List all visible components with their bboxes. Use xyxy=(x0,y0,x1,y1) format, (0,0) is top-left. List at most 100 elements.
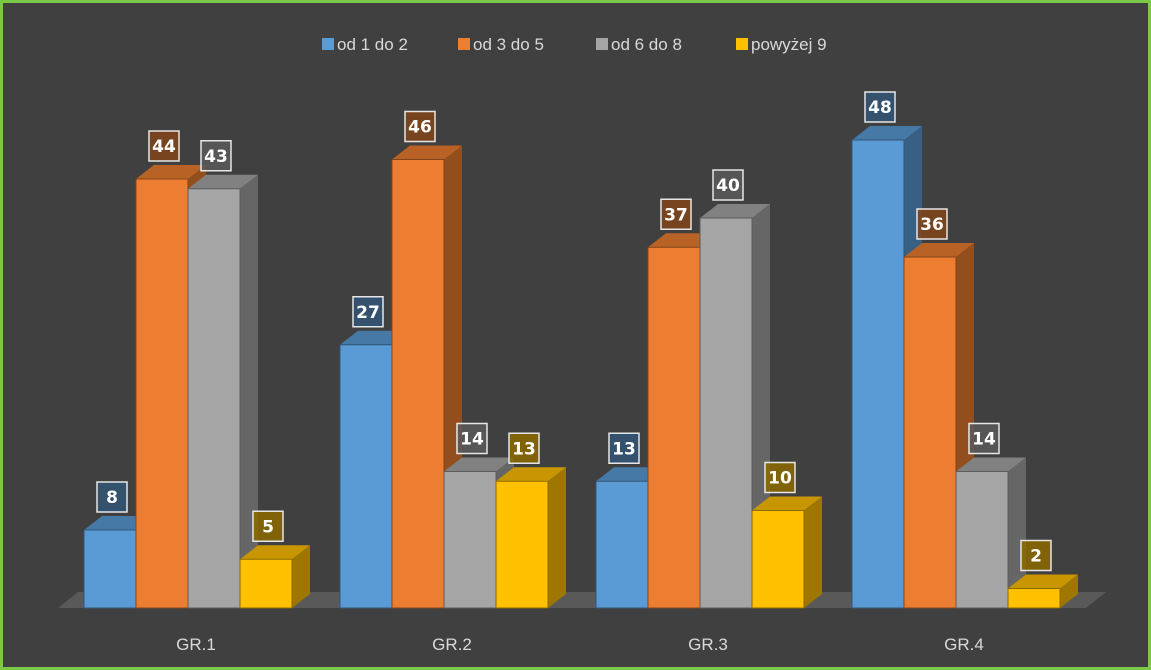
bar-front xyxy=(83,529,137,609)
data-label-gr3-series2: 37 xyxy=(660,198,692,230)
bar-side xyxy=(548,467,566,608)
data-label-text: 5 xyxy=(262,517,274,537)
data-label-box xyxy=(200,140,232,172)
chart-floor xyxy=(58,592,1106,608)
bar-front xyxy=(495,480,549,609)
bar-top xyxy=(136,165,206,179)
legend-label: powyżej 9 xyxy=(751,35,827,54)
data-label-gr3-series1: 13 xyxy=(608,432,640,464)
bar-gr4-series3 xyxy=(955,457,1026,609)
bar-front xyxy=(751,510,805,609)
floor-plane xyxy=(58,592,1106,608)
data-label-gr1-series1: 8 xyxy=(96,481,128,513)
data-label-text: 13 xyxy=(512,439,536,459)
bar-top xyxy=(240,545,310,560)
data-label-box xyxy=(148,130,180,162)
data-label-gr1-series4: 5 xyxy=(252,510,284,542)
bars xyxy=(83,126,1078,609)
data-label-box xyxy=(508,432,540,464)
data-label-text: 44 xyxy=(152,137,176,157)
legend-item-4: powyżej 9 xyxy=(736,35,827,54)
bar-gr1-series4 xyxy=(239,545,310,609)
legend-swatch xyxy=(596,38,608,50)
data-label-text: 48 xyxy=(868,98,892,118)
bar-front xyxy=(647,246,701,609)
data-label-box xyxy=(660,198,692,230)
data-label-text: 46 xyxy=(408,118,432,138)
bar-gr4-series4 xyxy=(1007,574,1078,609)
bar-top xyxy=(188,174,258,189)
bar-side xyxy=(292,545,310,608)
data-label-text: 14 xyxy=(972,430,996,450)
data-label-text: 36 xyxy=(920,215,944,235)
bar-front xyxy=(903,256,957,609)
bar-top xyxy=(904,243,974,257)
data-label-text: 10 xyxy=(768,469,792,489)
bar-gr1-series3 xyxy=(187,174,258,609)
data-label-box xyxy=(916,208,948,240)
bar-top xyxy=(496,467,566,482)
category-label: GR.1 xyxy=(176,635,216,654)
bar-top xyxy=(752,496,822,511)
data-label-gr2-series2: 46 xyxy=(404,110,436,143)
data-label-text: 2 xyxy=(1030,547,1042,567)
data-label-text: 13 xyxy=(612,439,636,459)
legend-label: od 6 do 8 xyxy=(611,35,682,54)
legend-item-3: od 6 do 8 xyxy=(596,35,682,54)
data-label-box xyxy=(352,296,384,328)
data-label-box xyxy=(404,110,436,143)
legend: od 1 do 2 od 3 do 5 od 6 do 8 powyżej 9 xyxy=(322,35,827,54)
legend-item-2: od 3 do 5 xyxy=(458,35,544,54)
data-label-box xyxy=(764,461,796,494)
data-label-box xyxy=(96,481,128,513)
bar-front xyxy=(1007,588,1061,609)
bar-front xyxy=(851,139,905,609)
bar-front xyxy=(699,217,753,609)
data-label-box xyxy=(1020,539,1052,572)
data-label-text: 8 xyxy=(106,488,118,508)
data-label-gr3-series3: 40 xyxy=(712,169,744,201)
data-label-box xyxy=(456,422,488,455)
bar-top xyxy=(852,126,922,140)
data-label-box xyxy=(968,422,1000,455)
data-labels: 8 44 43 5 27 46 14 13 13 37 40 10 48 36 14 2 xyxy=(96,91,1052,572)
legend-item-1: od 1 do 2 xyxy=(322,35,408,54)
data-label-gr3-series4: 10 xyxy=(764,461,796,494)
category-label: GR.2 xyxy=(432,635,472,654)
bar-top xyxy=(392,145,462,160)
data-label-text: 14 xyxy=(460,430,484,450)
bar-front xyxy=(391,159,445,609)
data-label-gr4-series4: 2 xyxy=(1020,539,1052,572)
data-label-box xyxy=(252,510,284,542)
bar-top xyxy=(1008,574,1078,589)
bar-side xyxy=(240,174,258,608)
data-label-text: 40 xyxy=(716,176,740,196)
bar-front xyxy=(595,480,649,609)
legend-label: od 1 do 2 xyxy=(337,35,408,54)
data-label-box xyxy=(608,432,640,464)
bar-front xyxy=(187,188,241,609)
data-label-box xyxy=(712,169,744,201)
bar-top xyxy=(700,204,770,218)
data-label-gr4-series2: 36 xyxy=(916,208,948,240)
legend-label: od 3 do 5 xyxy=(473,35,544,54)
legend-swatch xyxy=(322,38,334,50)
data-label-text: 27 xyxy=(356,303,380,323)
bar-gr3-series3 xyxy=(699,204,770,609)
data-label-gr2-series1: 27 xyxy=(352,296,384,328)
data-label-text: 37 xyxy=(664,205,688,225)
bar-top xyxy=(444,457,514,472)
data-label-text: 43 xyxy=(204,147,228,167)
data-label-box xyxy=(864,91,896,123)
bar-gr2-series4 xyxy=(495,467,566,609)
legend-swatch xyxy=(458,38,470,50)
data-label-gr2-series4: 13 xyxy=(508,432,540,464)
bar-front xyxy=(443,471,497,609)
data-label-gr4-series3: 14 xyxy=(968,422,1000,455)
category-label: GR.3 xyxy=(688,635,728,654)
data-label-gr1-series3: 43 xyxy=(200,140,232,172)
bar-gr2-series2 xyxy=(391,145,462,609)
bar-side xyxy=(1060,574,1078,608)
bar-top xyxy=(956,457,1026,472)
